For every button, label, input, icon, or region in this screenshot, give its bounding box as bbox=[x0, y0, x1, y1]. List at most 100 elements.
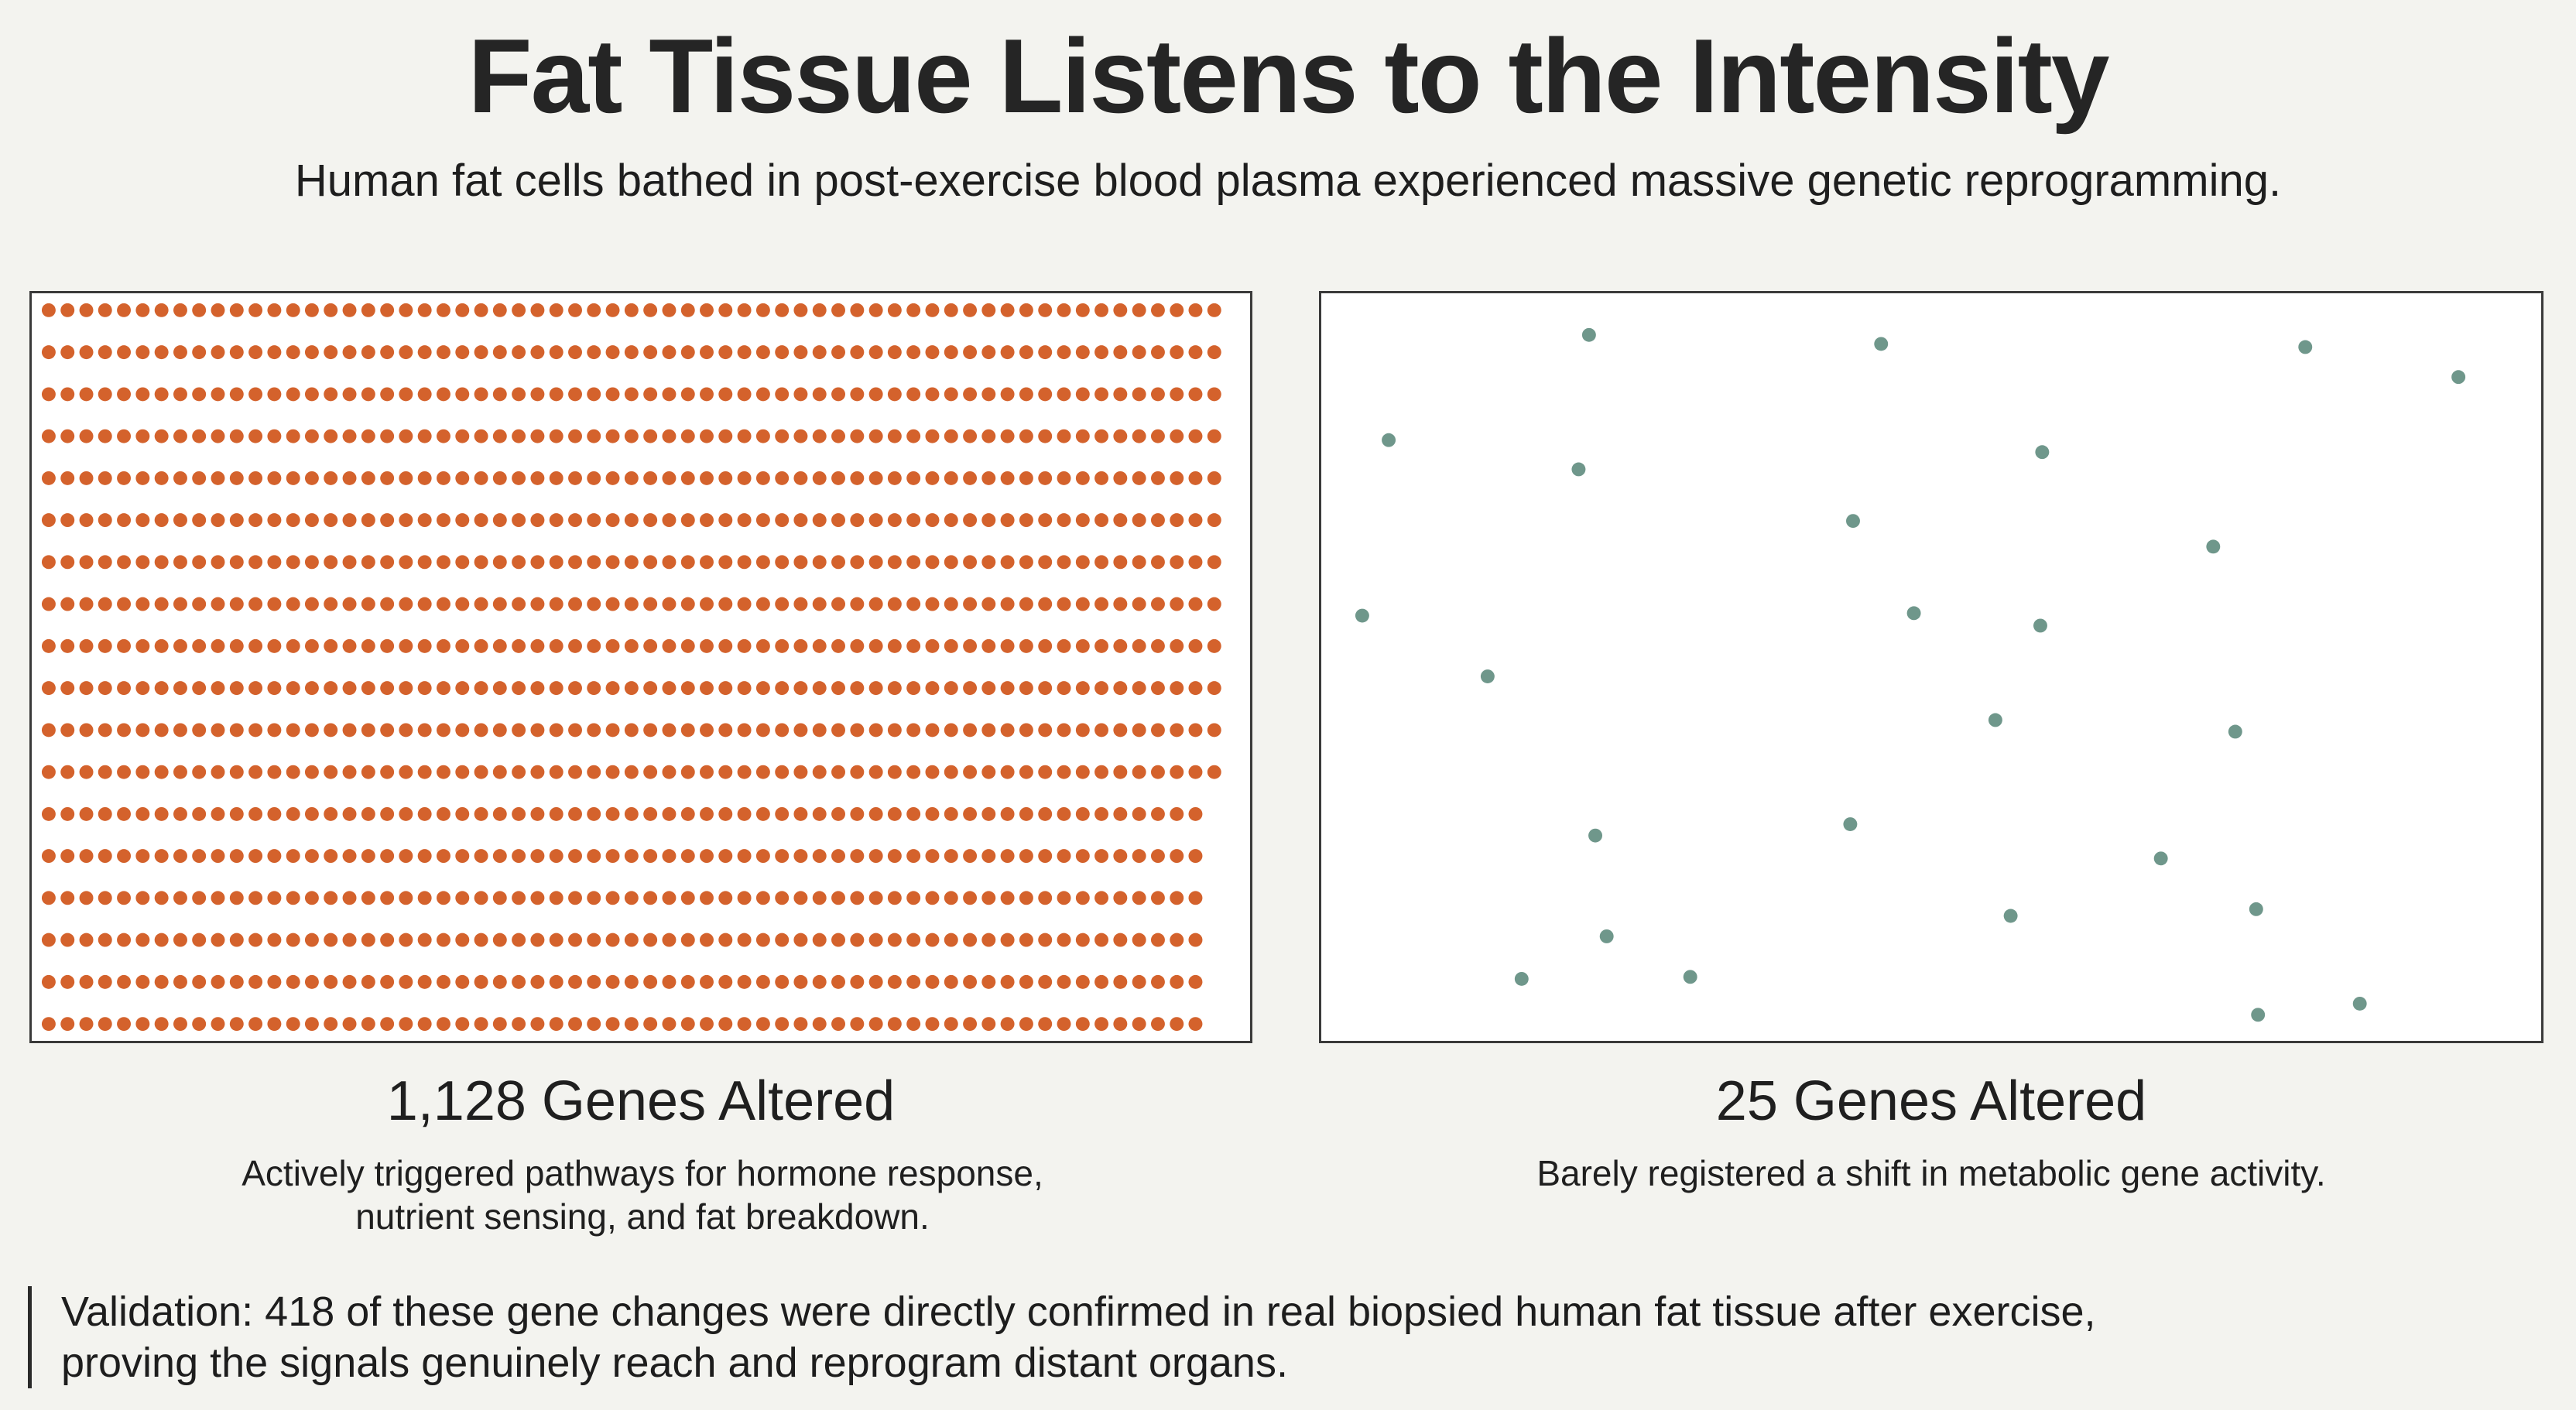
gene-dot bbox=[211, 513, 225, 528]
gene-dot bbox=[868, 891, 883, 905]
gene-dot bbox=[1188, 933, 1203, 947]
gene-dot bbox=[1075, 806, 1090, 821]
gene-dot bbox=[755, 345, 770, 360]
gene-dot bbox=[342, 303, 357, 317]
gene-dot bbox=[41, 723, 56, 738]
gene-dot bbox=[587, 471, 601, 485]
gene-dot bbox=[361, 513, 375, 528]
gene-dot bbox=[1057, 345, 1071, 360]
gene-dot bbox=[380, 429, 395, 443]
gene-dot bbox=[944, 429, 958, 443]
gene-dot bbox=[662, 723, 677, 738]
gene-dot bbox=[755, 555, 770, 570]
gene-dot bbox=[380, 806, 395, 821]
gene-dot bbox=[587, 387, 601, 402]
gene-dot bbox=[361, 1017, 375, 1032]
gene-dot bbox=[1170, 681, 1184, 696]
gene-dot bbox=[455, 1017, 470, 1032]
gene-dot bbox=[700, 974, 714, 989]
gene-dot bbox=[775, 806, 790, 821]
gene-dot bbox=[1170, 471, 1184, 485]
gene-dot bbox=[643, 681, 658, 696]
gene-dot bbox=[417, 471, 432, 485]
gene-dot bbox=[737, 555, 752, 570]
gene-dot bbox=[2228, 724, 2242, 739]
gene-dot bbox=[1038, 933, 1053, 947]
gene-dot bbox=[718, 303, 733, 317]
gene-dot bbox=[568, 765, 582, 779]
gene-dot bbox=[1113, 638, 1128, 653]
gene-dot bbox=[887, 387, 902, 402]
gene-dot bbox=[79, 429, 94, 443]
gene-dot bbox=[1906, 606, 1921, 621]
gene-dot bbox=[963, 345, 978, 360]
gene-dot bbox=[512, 513, 526, 528]
gene-dot bbox=[1000, 429, 1015, 443]
gene-dot bbox=[981, 638, 996, 653]
gene-dot bbox=[173, 597, 187, 611]
gene-dot bbox=[117, 723, 132, 738]
gene-dot bbox=[1150, 555, 1165, 570]
gene-dot bbox=[286, 513, 300, 528]
gene-dot bbox=[549, 933, 564, 947]
gene-dot bbox=[737, 638, 752, 653]
gene-dot bbox=[680, 513, 695, 528]
gene-dot bbox=[437, 555, 450, 570]
gene-dot bbox=[643, 638, 658, 653]
gene-dot bbox=[680, 429, 695, 443]
gene-dot bbox=[1019, 891, 1033, 905]
gene-dot bbox=[944, 933, 958, 947]
gene-dot bbox=[437, 891, 450, 905]
gene-dot bbox=[324, 765, 338, 779]
gene-dot bbox=[41, 806, 56, 821]
gene-dot bbox=[1038, 597, 1053, 611]
gene-dot bbox=[812, 387, 827, 402]
gene-dot bbox=[1113, 555, 1128, 570]
gene-dot bbox=[944, 387, 958, 402]
gene-dot bbox=[624, 555, 639, 570]
gene-dot bbox=[1000, 891, 1015, 905]
gene-dot bbox=[718, 555, 733, 570]
gene-dot bbox=[700, 933, 714, 947]
gene-dot bbox=[925, 1017, 940, 1032]
gene-dot bbox=[154, 345, 169, 360]
gene-dot bbox=[850, 555, 865, 570]
gene-dot bbox=[1057, 933, 1071, 947]
gene-dot bbox=[1094, 345, 1108, 360]
gene-dot bbox=[417, 849, 432, 864]
gene-dot bbox=[700, 1017, 714, 1032]
gene-dot bbox=[755, 471, 770, 485]
gene-dot bbox=[925, 765, 940, 779]
gene-dot bbox=[718, 806, 733, 821]
gene-dot bbox=[605, 429, 620, 443]
gene-dot bbox=[530, 723, 545, 738]
gene-dot bbox=[211, 345, 225, 360]
gene-dot bbox=[755, 597, 770, 611]
gene-dot bbox=[850, 849, 865, 864]
gene-dot bbox=[117, 1017, 132, 1032]
gene-dot bbox=[906, 513, 921, 528]
gene-dot bbox=[605, 345, 620, 360]
low-intensity-description: Barely registered a shift in metabolic g… bbox=[1319, 1152, 2543, 1195]
gene-dot bbox=[587, 681, 601, 696]
gene-dot bbox=[737, 387, 752, 402]
gene-dot bbox=[154, 849, 169, 864]
gene-dot bbox=[1094, 891, 1108, 905]
gene-dot bbox=[399, 555, 413, 570]
gene-dot bbox=[963, 513, 978, 528]
gene-dot bbox=[568, 1017, 582, 1032]
gene-dot bbox=[549, 471, 564, 485]
gene-dot bbox=[981, 933, 996, 947]
gene-dot bbox=[286, 723, 300, 738]
gene-dot bbox=[492, 555, 507, 570]
low-intensity-dot-panel bbox=[1319, 291, 2543, 1043]
gene-dot bbox=[474, 933, 488, 947]
gene-dot bbox=[963, 429, 978, 443]
gene-dot bbox=[868, 555, 883, 570]
gene-dot bbox=[60, 429, 75, 443]
gene-dot bbox=[530, 974, 545, 989]
gene-dot bbox=[399, 429, 413, 443]
gene-dot bbox=[812, 597, 827, 611]
gene-dot bbox=[624, 345, 639, 360]
gene-dot bbox=[755, 723, 770, 738]
